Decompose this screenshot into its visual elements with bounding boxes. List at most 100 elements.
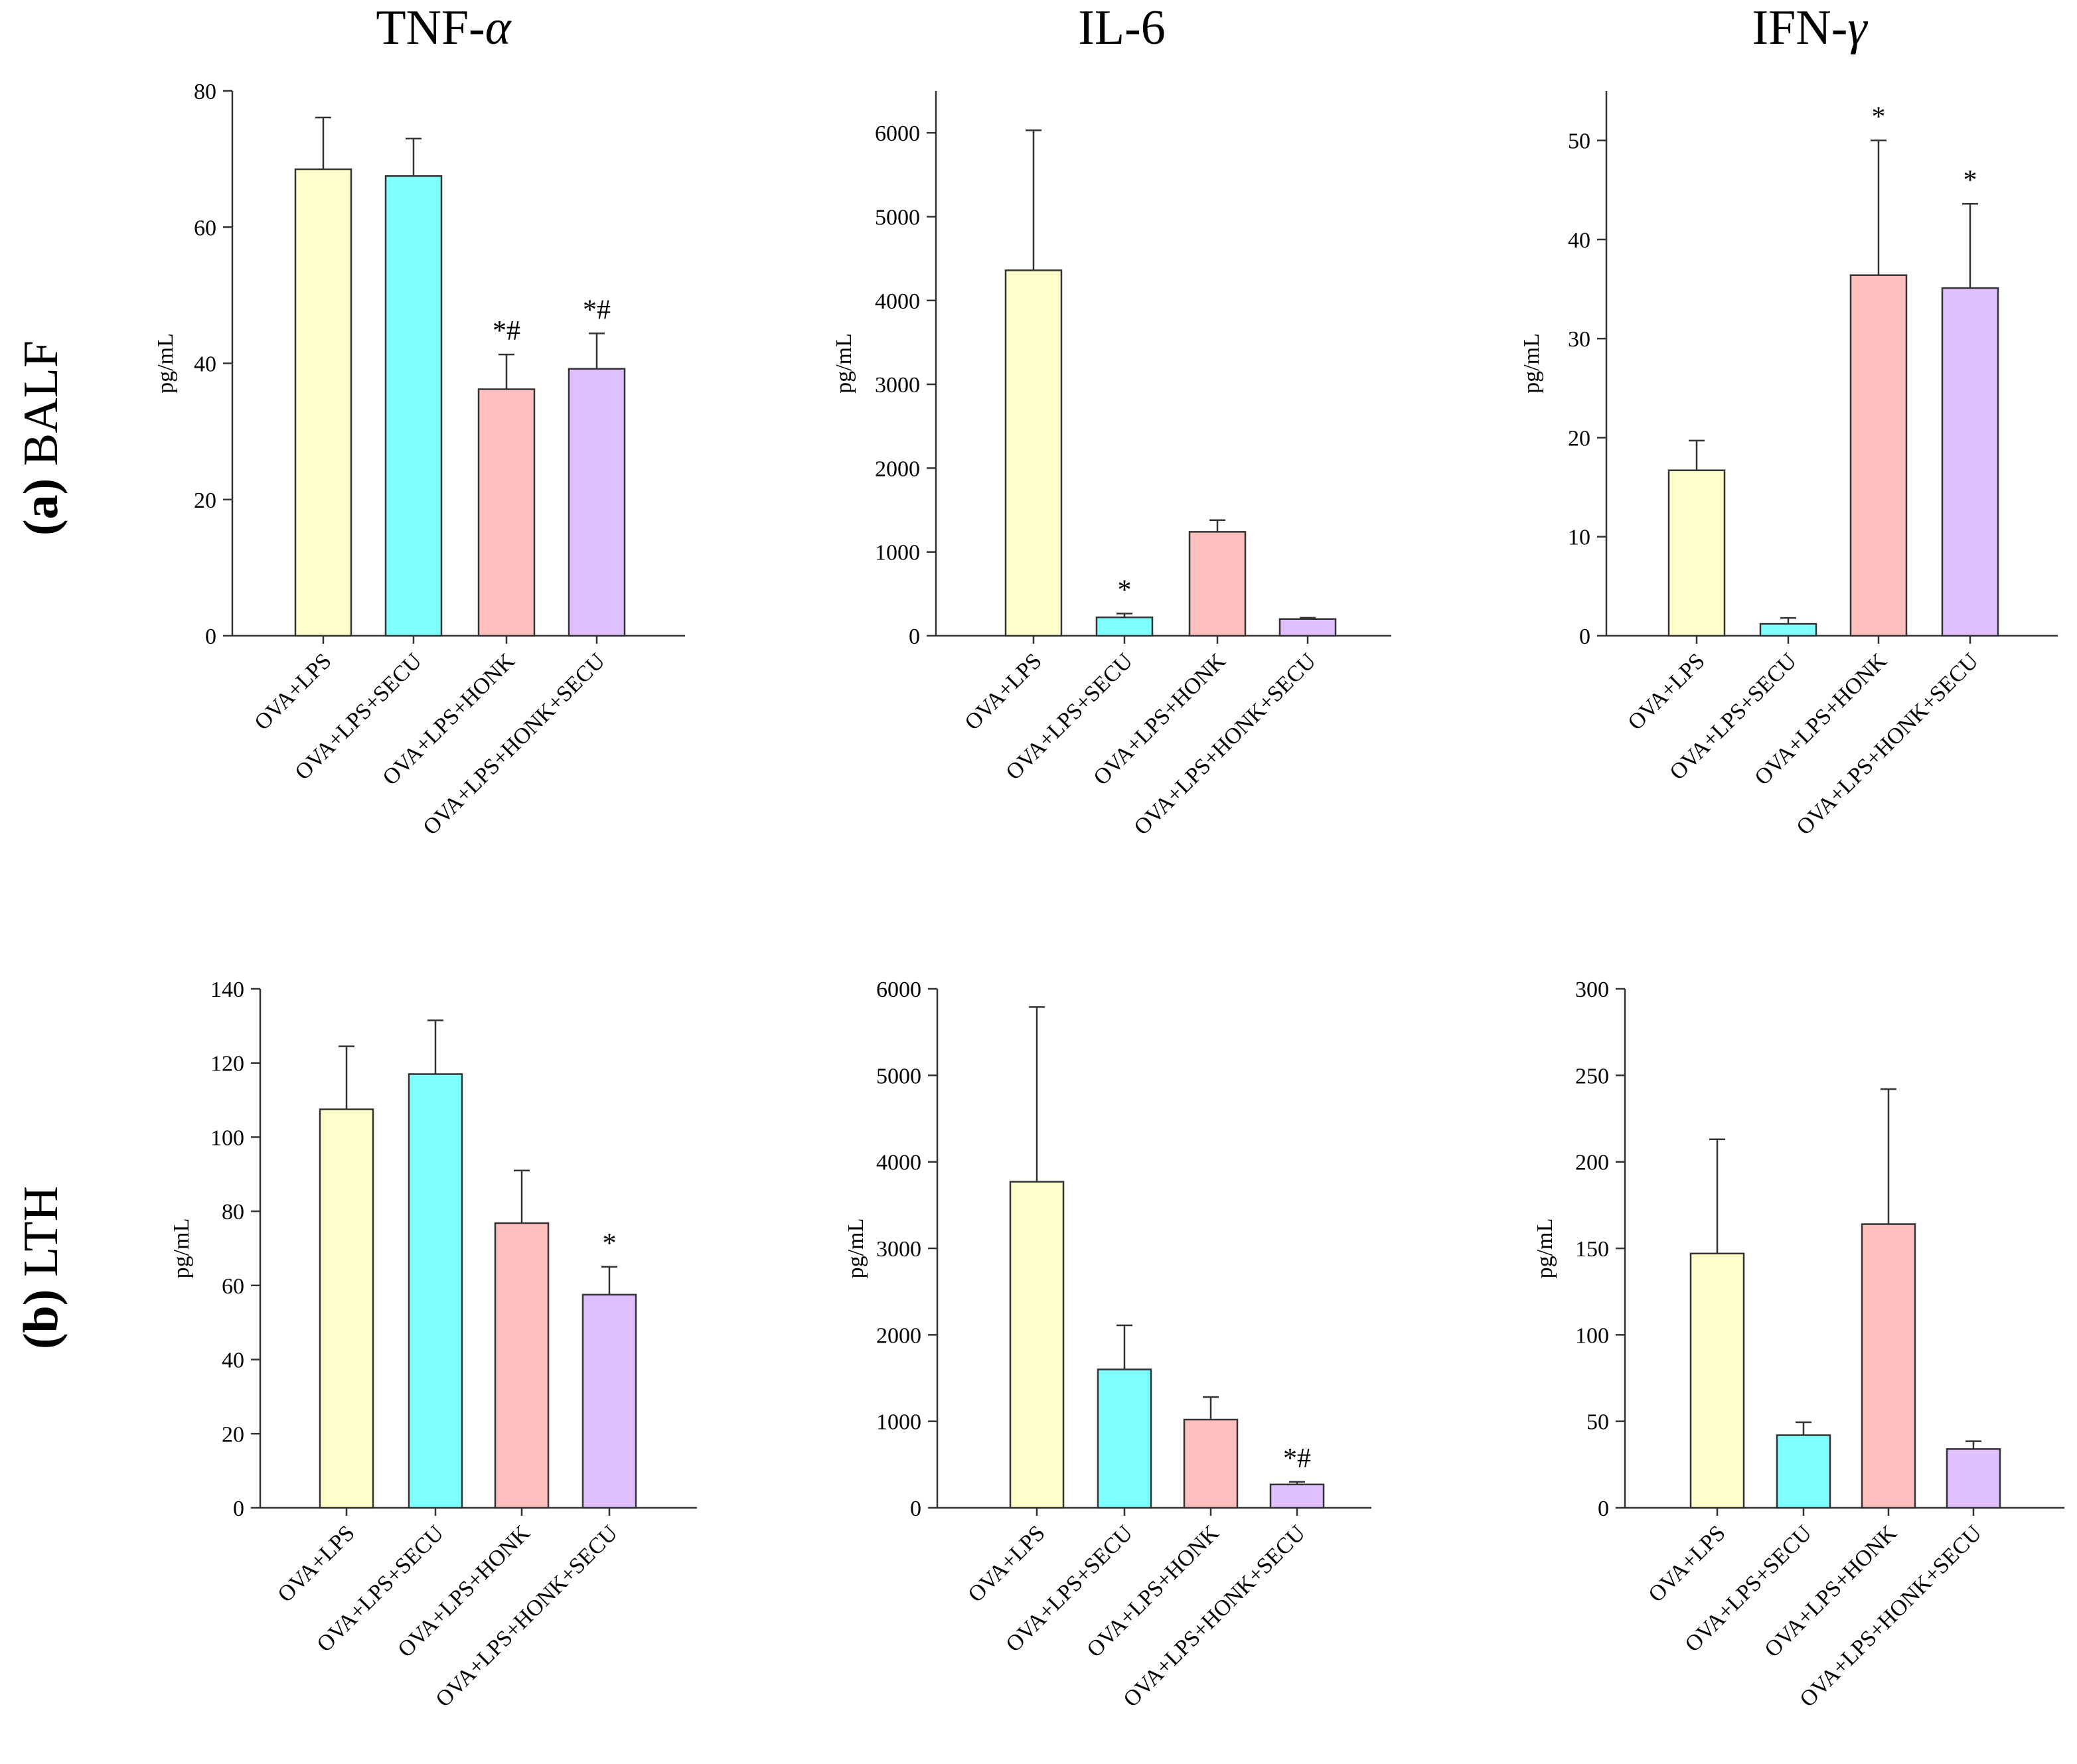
y-tick-label: 20 bbox=[222, 1422, 244, 1447]
bar-ova-lps-honk-secu bbox=[568, 368, 626, 637]
y-tick-label: 60 bbox=[194, 216, 216, 240]
y-tick-label: 6000 bbox=[875, 121, 920, 146]
chart-panel-3: 01020304050pg/mLOVA+LPSOVA+LPS+SECU*OVA+… bbox=[1519, 91, 2058, 840]
column-title-ifn: IFN-γ bbox=[1752, 1, 1868, 55]
y-tick-label: 3000 bbox=[876, 1237, 921, 1262]
bar-ova-lps bbox=[294, 168, 352, 637]
chart-panels: 020406080pg/mLOVA+LPSOVA+LPS+SECU*#OVA+L… bbox=[153, 80, 2064, 1712]
y-tick-label: 20 bbox=[1568, 426, 1590, 451]
y-tick-label: 100 bbox=[1575, 1323, 1609, 1348]
y-tick-label: 140 bbox=[210, 978, 244, 1002]
bar-ova-lps bbox=[319, 1108, 374, 1509]
bar-ova-lps bbox=[1004, 269, 1063, 637]
bar-ova-lps-honk-secu bbox=[1941, 287, 1999, 637]
y-tick-label: 1000 bbox=[876, 1410, 921, 1435]
y-tick-label: 300 bbox=[1575, 978, 1609, 1002]
y-tick-label: 0 bbox=[910, 1497, 921, 1521]
bar-ova-lps-secu bbox=[1759, 623, 1817, 637]
y-tick-label: 10 bbox=[1568, 526, 1590, 550]
y-tick-label: 0 bbox=[1598, 1497, 1609, 1521]
bar-ova-lps-honk bbox=[494, 1222, 550, 1509]
bar-ova-lps-secu bbox=[1776, 1434, 1831, 1509]
y-axis-label: pg/mL bbox=[169, 1218, 194, 1279]
y-tick-label: 0 bbox=[233, 1497, 244, 1521]
bar-ova-lps-honk-secu bbox=[581, 1293, 637, 1509]
category-label-ova-lps: OVA+LPS bbox=[1644, 1520, 1731, 1607]
y-tick-label: 2000 bbox=[876, 1323, 921, 1348]
category-label-ova-lps: OVA+LPS bbox=[1624, 648, 1710, 735]
y-tick-label: 120 bbox=[210, 1052, 244, 1076]
category-label-ova-lps-honk-secu: OVA+LPS+HONK+SECU bbox=[1129, 648, 1320, 840]
y-tick-label: 150 bbox=[1575, 1237, 1609, 1262]
y-axis-label: pg/mL bbox=[1533, 1218, 1557, 1279]
bar-ova-lps-secu bbox=[1095, 616, 1154, 637]
significance-label: * bbox=[1118, 575, 1132, 606]
category-label-ova-lps: OVA+LPS bbox=[273, 1520, 360, 1607]
bar-ova-lps bbox=[1009, 1181, 1065, 1509]
y-tick-label: 1000 bbox=[875, 541, 920, 565]
category-label-ova-lps: OVA+LPS bbox=[961, 648, 1047, 735]
significance-label: *# bbox=[1283, 1443, 1311, 1474]
y-axis-label: pg/mL bbox=[844, 1218, 868, 1279]
bar-ova-lps-honk bbox=[1183, 1418, 1239, 1509]
y-tick-label: 80 bbox=[194, 80, 216, 104]
y-axis-label: pg/mL bbox=[1519, 333, 1544, 394]
row-label-balf: (a) BALF bbox=[14, 340, 68, 536]
category-label-ova-lps: OVA+LPS bbox=[250, 648, 337, 735]
category-label-ova-lps-honk-secu: OVA+LPS+HONK+SECU bbox=[1118, 1520, 1310, 1712]
y-tick-label: 50 bbox=[1586, 1410, 1609, 1435]
bar-ova-lps-honk bbox=[1849, 274, 1908, 637]
significance-label: *# bbox=[493, 316, 520, 346]
category-label-ova-lps-honk-secu: OVA+LPS+HONK+SECU bbox=[418, 648, 609, 840]
significance-label: * bbox=[1963, 165, 1977, 196]
category-label-ova-lps-honk-secu: OVA+LPS+HONK+SECU bbox=[1792, 648, 1983, 840]
y-tick-label: 80 bbox=[222, 1200, 244, 1224]
chart-panel-4: 020406080100120140pg/mLOVA+LPSOVA+LPS+SE… bbox=[169, 978, 697, 1712]
y-tick-label: 2000 bbox=[875, 457, 920, 481]
bar-ova-lps-honk-secu bbox=[1278, 618, 1337, 637]
chart-panel-2: 0 1000 2000 3000 4000 5000 6000 pg/mL OVA+LPS * OV… bbox=[832, 91, 1391, 840]
y-tick-label: 200 bbox=[1575, 1151, 1609, 1175]
y-axis-label: pg/mL bbox=[153, 333, 178, 394]
y-tick-label: 250 bbox=[1575, 1064, 1609, 1088]
bar-ova-lps-honk bbox=[477, 388, 536, 637]
y-tick-label: 5000 bbox=[875, 205, 920, 230]
chart-panel-5: 0 1000 2000 3000 4000 5000 6000 pg/mL OVA+LPS OVA… bbox=[844, 978, 1371, 1712]
y-tick-label: 40 bbox=[1568, 228, 1590, 253]
y-tick-label: 0 bbox=[205, 625, 216, 649]
y-tick-label: 3000 bbox=[875, 373, 920, 398]
y-tick-label: 4000 bbox=[876, 1151, 921, 1175]
bar-ova-lps-secu bbox=[408, 1073, 463, 1509]
bar-ova-lps-honk bbox=[1188, 531, 1247, 637]
column-title-tnf: TNF-α bbox=[376, 1, 512, 55]
y-tick-label: 5000 bbox=[876, 1064, 921, 1088]
significance-label: * bbox=[1872, 102, 1886, 133]
column-title-il6: IL-6 bbox=[1078, 1, 1166, 55]
y-tick-label: 40 bbox=[194, 352, 216, 377]
y-tick-label: 20 bbox=[194, 488, 216, 513]
y-tick-label: 0 bbox=[1579, 625, 1590, 649]
significance-label: * bbox=[603, 1228, 617, 1259]
chart-panel-1: 020406080pg/mLOVA+LPSOVA+LPS+SECU*#OVA+L… bbox=[153, 80, 685, 840]
category-label-ova-lps-honk-secu: OVA+LPS+HONK+SECU bbox=[1795, 1520, 1986, 1712]
category-label-ova-lps: OVA+LPS bbox=[964, 1520, 1050, 1607]
bar-ova-lps-secu bbox=[1097, 1368, 1152, 1509]
bar-ova-lps-honk-secu bbox=[1946, 1448, 2001, 1509]
y-tick-label: 6000 bbox=[876, 978, 921, 1002]
y-tick-label: 30 bbox=[1568, 327, 1590, 352]
significance-label: *# bbox=[583, 295, 611, 325]
y-tick-label: 60 bbox=[222, 1274, 244, 1299]
bar-ova-lps-honk bbox=[1861, 1223, 1916, 1509]
bar-ova-lps-honk-secu bbox=[1269, 1483, 1325, 1509]
chart-panel-6: 050100150200250300pg/mLOVA+LPSOVA+LPS+SE… bbox=[1533, 978, 2064, 1712]
category-label-ova-lps-honk-secu: OVA+LPS+HONK+SECU bbox=[431, 1520, 622, 1712]
y-tick-label: 100 bbox=[210, 1126, 244, 1150]
row-label-lth: (b) LTH bbox=[14, 1186, 68, 1349]
bar-ova-lps bbox=[1667, 469, 1726, 637]
y-tick-label: 50 bbox=[1568, 129, 1590, 154]
y-axis-label: pg/mL bbox=[832, 333, 856, 394]
bar-ova-lps bbox=[1689, 1252, 1745, 1509]
bar-ova-lps-secu bbox=[384, 175, 443, 637]
y-tick-label: 0 bbox=[909, 625, 920, 649]
